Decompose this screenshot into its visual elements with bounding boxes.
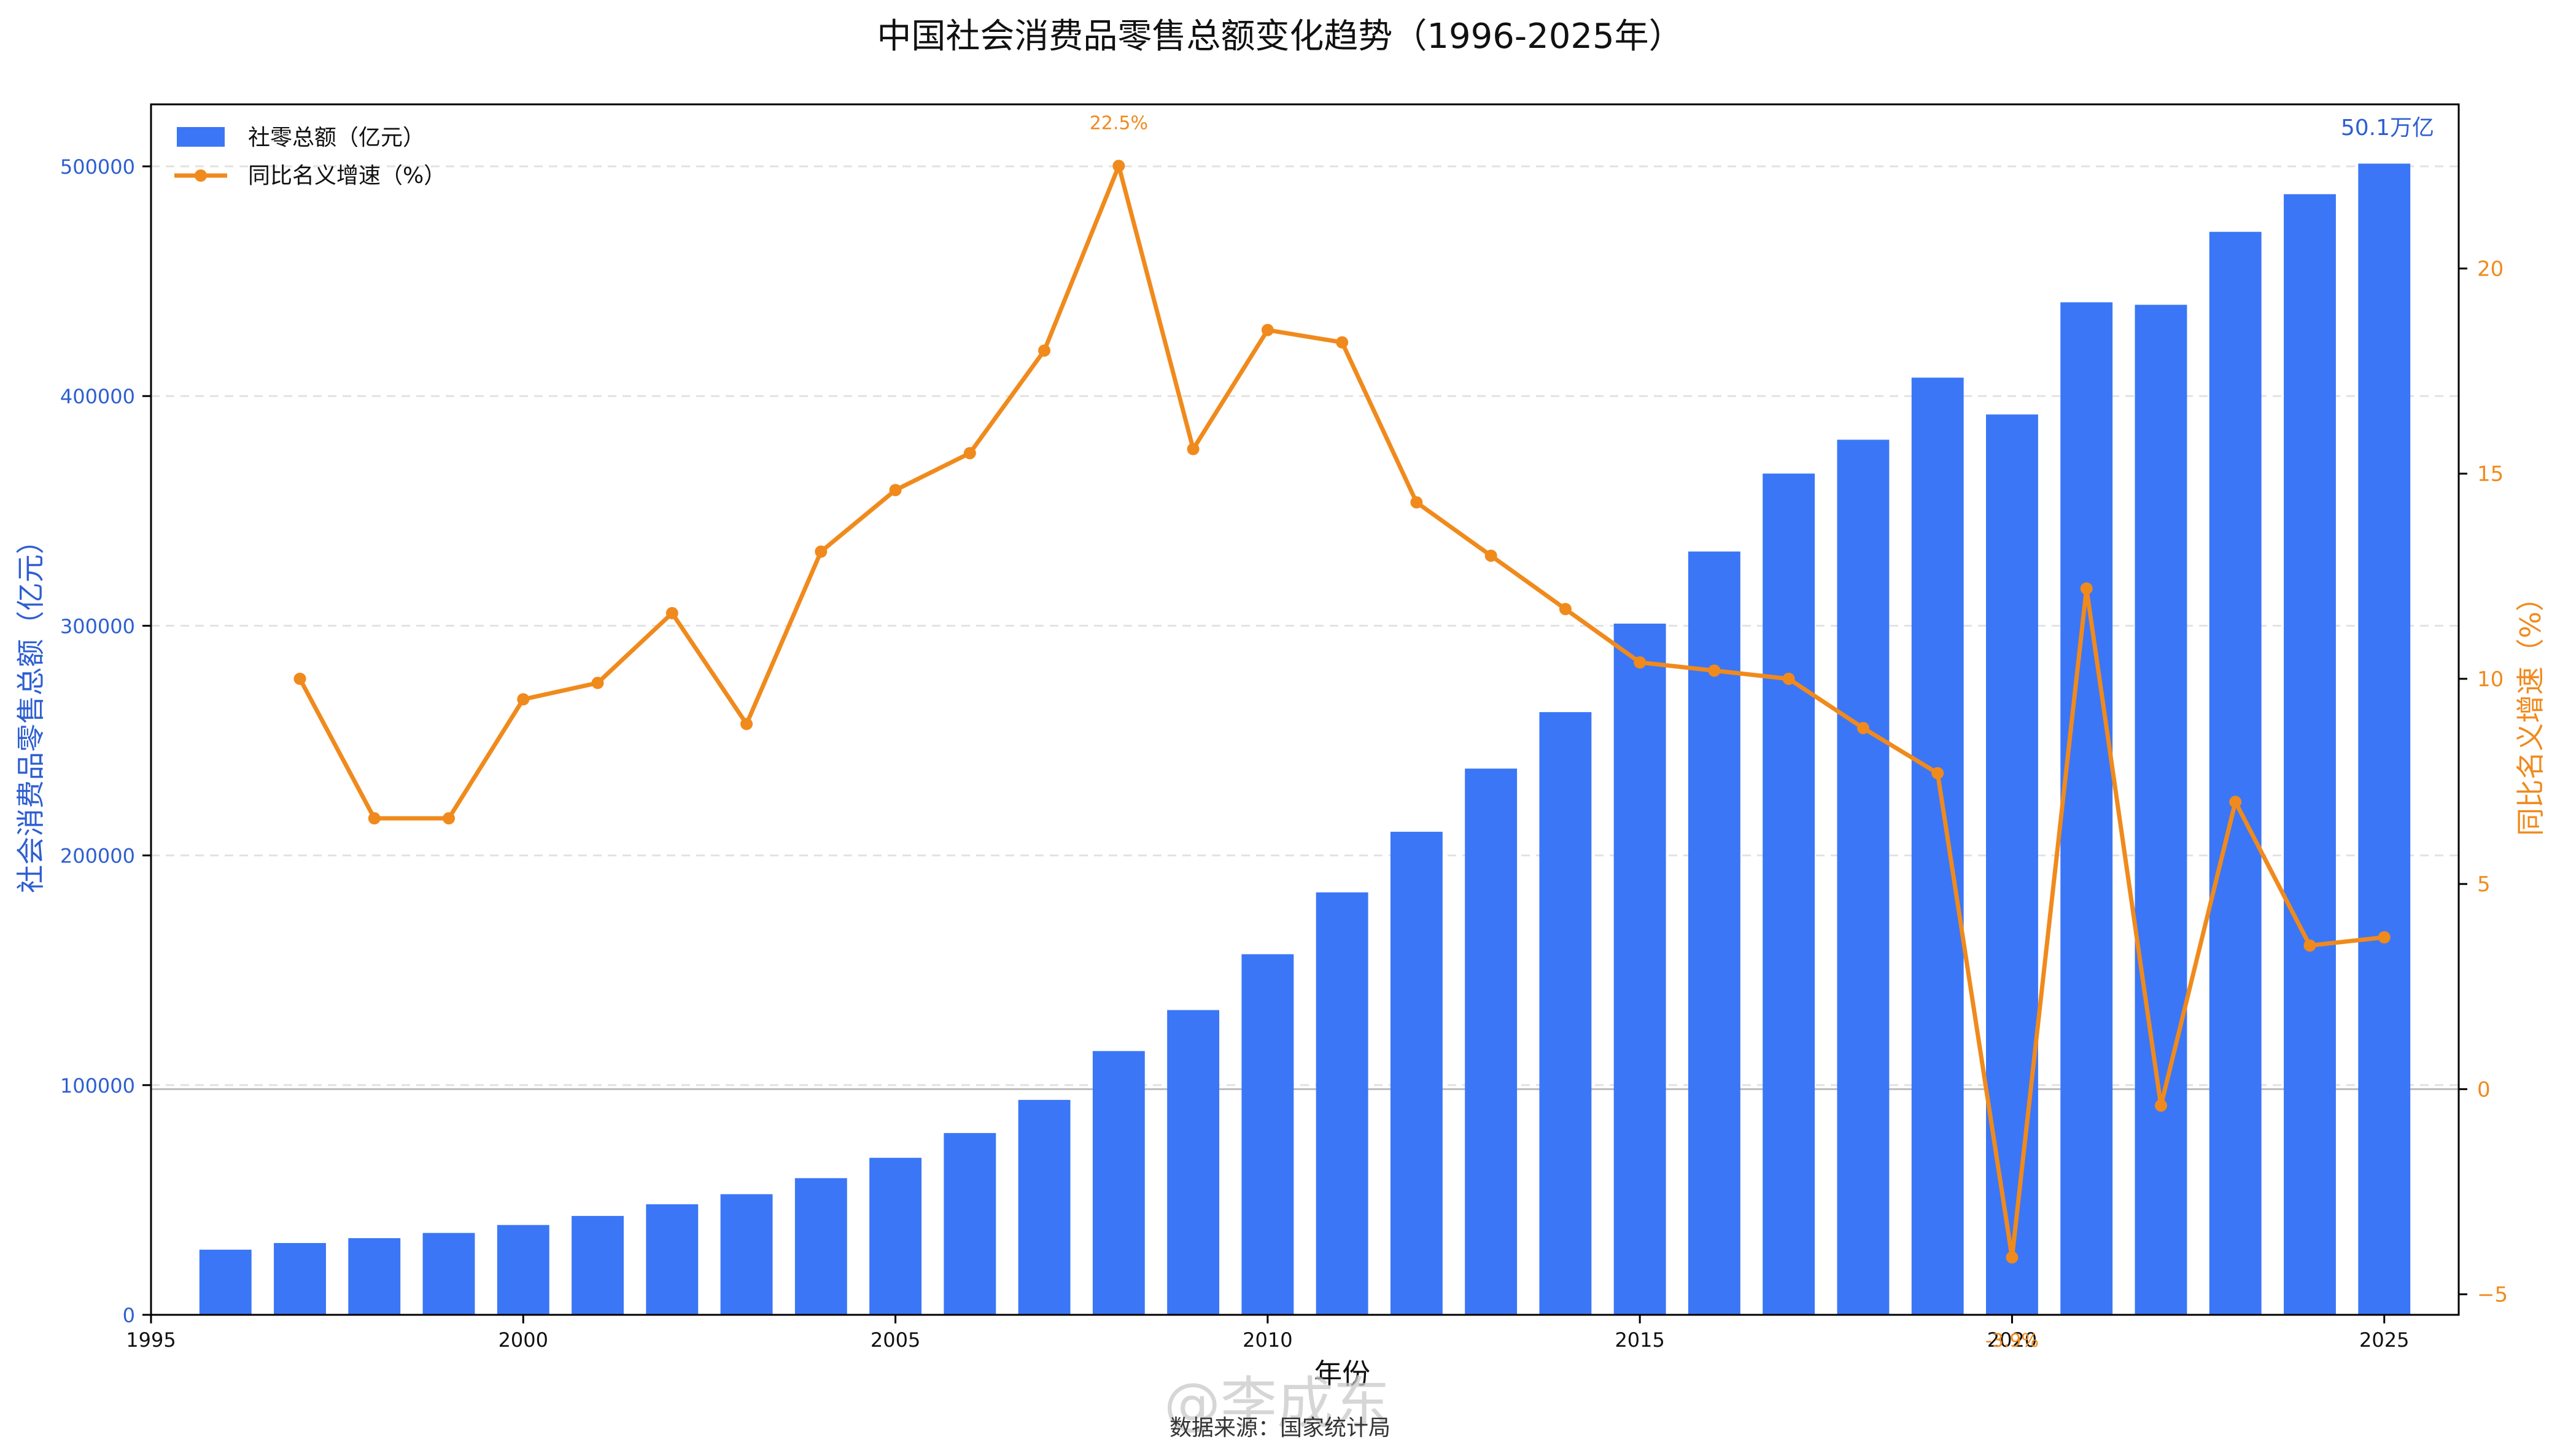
growth-point-1997 bbox=[293, 672, 306, 685]
bar-series bbox=[199, 163, 2411, 1315]
bar-1999 bbox=[422, 1233, 475, 1315]
bar-2024 bbox=[2284, 194, 2336, 1315]
chart-title: 中国社会消费品零售总额变化趋势（1996-2025年） bbox=[877, 17, 1683, 56]
growth-point-2001 bbox=[591, 676, 604, 689]
growth-point-1998 bbox=[368, 812, 381, 825]
growth-point-2009 bbox=[1187, 443, 1200, 455]
data-source: 数据来源：国家统计局 bbox=[1169, 1415, 1391, 1441]
x-tick-label: 2020 bbox=[1987, 1328, 2037, 1352]
annotation-peak-growth: 22.5% bbox=[1090, 112, 1148, 134]
growth-point-2025 bbox=[2378, 931, 2391, 944]
growth-point-2008 bbox=[1112, 160, 1125, 172]
bar-2000 bbox=[497, 1225, 549, 1315]
growth-point-2010 bbox=[1261, 323, 1274, 336]
bar-2019 bbox=[1911, 378, 1964, 1315]
bar-2018 bbox=[1837, 440, 1890, 1315]
bar-2011 bbox=[1316, 892, 1368, 1315]
x-tick-label: 2025 bbox=[2359, 1328, 2409, 1352]
growth-point-2012 bbox=[1410, 496, 1423, 509]
bar-2025 bbox=[2358, 163, 2411, 1315]
y-tick-label: 300000 bbox=[60, 614, 135, 638]
legend: 社零总额（亿元） 同比名义增速（%） bbox=[174, 125, 446, 188]
bar-2022 bbox=[2135, 304, 2187, 1315]
bar-2016 bbox=[1688, 551, 1740, 1315]
line-series bbox=[293, 160, 2391, 1264]
bar-1998 bbox=[348, 1238, 401, 1315]
y2-tick-label: 10 bbox=[2477, 667, 2504, 692]
bar-1997 bbox=[274, 1243, 326, 1315]
plot-frame bbox=[150, 103, 2460, 1316]
growth-point-2011 bbox=[1336, 336, 1349, 349]
bar-2014 bbox=[1539, 712, 1592, 1315]
bar-2006 bbox=[944, 1133, 996, 1315]
growth-point-2004 bbox=[815, 545, 828, 558]
x-tick-label: 1995 bbox=[126, 1328, 176, 1352]
bar-2009 bbox=[1167, 1010, 1220, 1315]
growth-point-2019 bbox=[1931, 767, 1944, 780]
bar-2003 bbox=[720, 1194, 773, 1315]
growth-point-2007 bbox=[1038, 344, 1051, 357]
x-tick-label: 2010 bbox=[1243, 1328, 1292, 1352]
bar-2013 bbox=[1465, 769, 1518, 1315]
y-tick-label: 200000 bbox=[60, 845, 135, 868]
growth-point-2016 bbox=[1708, 664, 1721, 677]
growth-point-2015 bbox=[1634, 656, 1647, 669]
bar-2015 bbox=[1613, 623, 1666, 1315]
annotation-low-growth: -3.9% bbox=[1985, 1330, 2039, 1352]
growth-point-2023 bbox=[2229, 796, 2242, 808]
annotation-total-2025: 50.1万亿 bbox=[2341, 115, 2434, 141]
growth-point-2013 bbox=[1484, 549, 1497, 562]
growth-point-2020 bbox=[2006, 1251, 2019, 1264]
growth-point-1999 bbox=[443, 812, 456, 825]
legend-bar-swatch bbox=[177, 127, 225, 147]
legend-line-marker bbox=[195, 169, 207, 182]
y-tick-label: 400000 bbox=[60, 385, 135, 408]
bar-2017 bbox=[1763, 473, 1815, 1315]
y-axis-label: 社会消费品零售总额（亿元） bbox=[14, 526, 47, 893]
growth-point-2006 bbox=[963, 447, 976, 460]
x-tick-label: 2015 bbox=[1615, 1328, 1664, 1352]
bar-2010 bbox=[1241, 954, 1294, 1315]
x-tick-label: 2000 bbox=[498, 1328, 548, 1352]
y2-tick-label: 20 bbox=[2477, 257, 2504, 281]
x-axis-label: 年份 bbox=[1314, 1357, 1370, 1390]
y2-axis-label: 同比名义增速（%） bbox=[2514, 583, 2547, 836]
y-tick-label: 100000 bbox=[60, 1074, 135, 1098]
y-tick-label: 500000 bbox=[60, 155, 135, 179]
watermark: @李成东 bbox=[1164, 1371, 1390, 1436]
growth-point-2022 bbox=[2154, 1099, 2167, 1112]
growth-point-2018 bbox=[1856, 722, 1869, 735]
growth-point-2003 bbox=[740, 718, 753, 730]
growth-point-2014 bbox=[1559, 603, 1572, 616]
y2-tick-label: 15 bbox=[2477, 462, 2504, 487]
bar-1996 bbox=[199, 1249, 252, 1315]
bar-2021 bbox=[2060, 302, 2113, 1315]
bar-2001 bbox=[572, 1215, 624, 1315]
legend-line-label: 同比名义增速（%） bbox=[248, 163, 446, 188]
growth-point-2005 bbox=[889, 484, 902, 497]
growth-point-2000 bbox=[517, 693, 530, 706]
growth-point-2002 bbox=[665, 606, 678, 619]
axis-ticks: 1995 2000 2005 2010 2015 2020 2025010000020000… bbox=[60, 155, 2508, 1352]
y2-tick-label: 0 bbox=[2477, 1077, 2491, 1102]
growth-point-2017 bbox=[1782, 672, 1795, 685]
legend-bar-label: 社零总额（亿元） bbox=[248, 125, 425, 150]
growth-point-2024 bbox=[2303, 939, 2316, 952]
y2-tick-label: −5 bbox=[2477, 1283, 2508, 1307]
bar-2023 bbox=[2209, 231, 2262, 1315]
y2-tick-label: 5 bbox=[2477, 872, 2491, 897]
bar-2020 bbox=[1986, 414, 2038, 1315]
x-tick-label: 2005 bbox=[871, 1328, 920, 1352]
bar-2008 bbox=[1092, 1051, 1145, 1315]
bar-2012 bbox=[1390, 832, 1443, 1315]
bar-2004 bbox=[794, 1178, 847, 1315]
bar-2005 bbox=[869, 1158, 922, 1315]
growth-point-2021 bbox=[2080, 582, 2093, 595]
bar-2007 bbox=[1018, 1099, 1071, 1315]
bar-2002 bbox=[646, 1204, 699, 1315]
y-tick-label: 0 bbox=[123, 1304, 135, 1327]
